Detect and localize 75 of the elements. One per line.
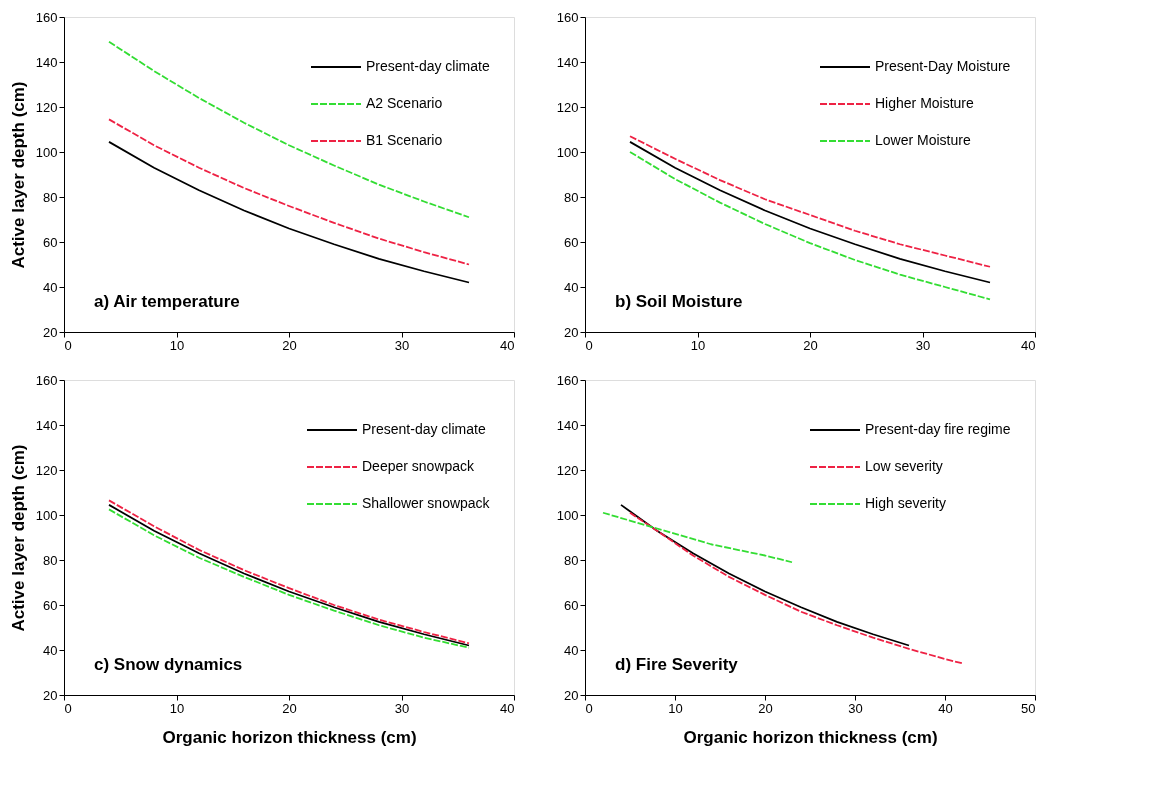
y-tick-label: 60 bbox=[564, 234, 579, 250]
y-tick-label: 20 bbox=[43, 324, 58, 340]
x-tick-label: 20 bbox=[282, 337, 297, 353]
x-tick-label: 10 bbox=[690, 337, 706, 353]
y-axis-title: Active layer depth (cm) bbox=[8, 444, 28, 632]
y-tick-label: 100 bbox=[556, 144, 579, 160]
y-tick-label: 140 bbox=[35, 54, 58, 70]
y-tick-label: 40 bbox=[43, 642, 58, 658]
y-tick-label: 80 bbox=[564, 189, 579, 205]
x-tick-label: 40 bbox=[500, 337, 515, 353]
x-tick-label: 0 bbox=[585, 700, 593, 716]
line-series bbox=[602, 511, 793, 564]
x-tick-label: 20 bbox=[803, 337, 818, 353]
y-tick-label: 160 bbox=[556, 372, 579, 388]
y-tick-label: 100 bbox=[35, 507, 58, 523]
y-tick-label: 20 bbox=[564, 324, 579, 340]
y-tick-label: 140 bbox=[35, 417, 58, 433]
x-tick-label: 30 bbox=[848, 700, 863, 716]
x-tick-label: 0 bbox=[64, 337, 72, 353]
y-tick-label: 120 bbox=[35, 462, 58, 478]
legend-label: Present-day climate bbox=[366, 58, 490, 74]
y-tick-label: 80 bbox=[43, 552, 58, 568]
y-tick-label: 160 bbox=[556, 9, 579, 25]
x-tick-label: 30 bbox=[394, 700, 410, 716]
y-tick-label: 80 bbox=[43, 189, 58, 205]
y-tick-label: 100 bbox=[556, 507, 579, 523]
legend-label: Present-Day Moisture bbox=[875, 58, 1011, 74]
x-tick-label: 40 bbox=[1021, 337, 1036, 353]
x-axis-title: Organic horizon thickness (cm) bbox=[683, 727, 938, 747]
legend-label: Present-day climate bbox=[362, 421, 486, 437]
y-axis-title: Active layer depth (cm) bbox=[8, 81, 28, 269]
x-axis-title: Organic horizon thickness (cm) bbox=[162, 727, 417, 747]
y-tick-label: 20 bbox=[564, 687, 579, 703]
x-tick-label: 0 bbox=[64, 700, 72, 716]
y-tick-label: 60 bbox=[43, 234, 58, 250]
legend-label: Higher Moisture bbox=[875, 95, 975, 111]
x-tick-label: 0 bbox=[585, 337, 593, 353]
x-tick-label: 30 bbox=[915, 337, 931, 353]
annotation: b) Soil Moisture bbox=[615, 292, 743, 311]
annotation: d) Fire Severity bbox=[615, 655, 739, 674]
legend-label: A2 Scenario bbox=[366, 95, 443, 111]
legend-label: B1 Scenario bbox=[366, 132, 443, 148]
y-tick-label: 160 bbox=[35, 372, 58, 388]
y-tick-label: 40 bbox=[43, 279, 58, 295]
y-tick-label: 80 bbox=[564, 552, 579, 568]
line-series bbox=[108, 118, 470, 266]
y-tick-label: 20 bbox=[43, 687, 58, 703]
x-tick-label: 10 bbox=[668, 700, 683, 716]
legend-label: Shallower snowpack bbox=[362, 495, 491, 511]
y-tick-label: 160 bbox=[35, 9, 58, 25]
y-tick-label: 120 bbox=[556, 462, 579, 478]
x-tick-label: 10 bbox=[169, 700, 185, 716]
y-tick-label: 40 bbox=[564, 279, 579, 295]
annotation: c) Snow dynamics bbox=[94, 655, 243, 674]
y-tick-label: 120 bbox=[35, 99, 58, 115]
legend-label: High severity bbox=[865, 495, 946, 511]
x-tick-label: 40 bbox=[500, 700, 515, 716]
legend-label: Present-day fire regime bbox=[865, 421, 1011, 437]
y-tick-label: 60 bbox=[43, 597, 58, 613]
annotation: a) Air temperature bbox=[94, 292, 240, 311]
y-tick-label: 40 bbox=[564, 642, 579, 658]
legend-label: Deeper snowpack bbox=[362, 458, 476, 474]
x-tick-label: 10 bbox=[169, 337, 185, 353]
y-tick-label: 100 bbox=[35, 144, 58, 160]
x-tick-label: 30 bbox=[394, 337, 410, 353]
legend-label: Low severity bbox=[865, 458, 943, 474]
y-tick-label: 140 bbox=[556, 54, 579, 70]
x-tick-label: 50 bbox=[1021, 700, 1036, 716]
x-tick-label: 40 bbox=[938, 700, 953, 716]
y-tick-label: 60 bbox=[564, 597, 579, 613]
y-tick-label: 140 bbox=[556, 417, 579, 433]
legend-label: Lower Moisture bbox=[875, 132, 971, 148]
x-tick-label: 20 bbox=[282, 700, 297, 716]
y-tick-label: 120 bbox=[556, 99, 579, 115]
x-tick-label: 20 bbox=[758, 700, 773, 716]
